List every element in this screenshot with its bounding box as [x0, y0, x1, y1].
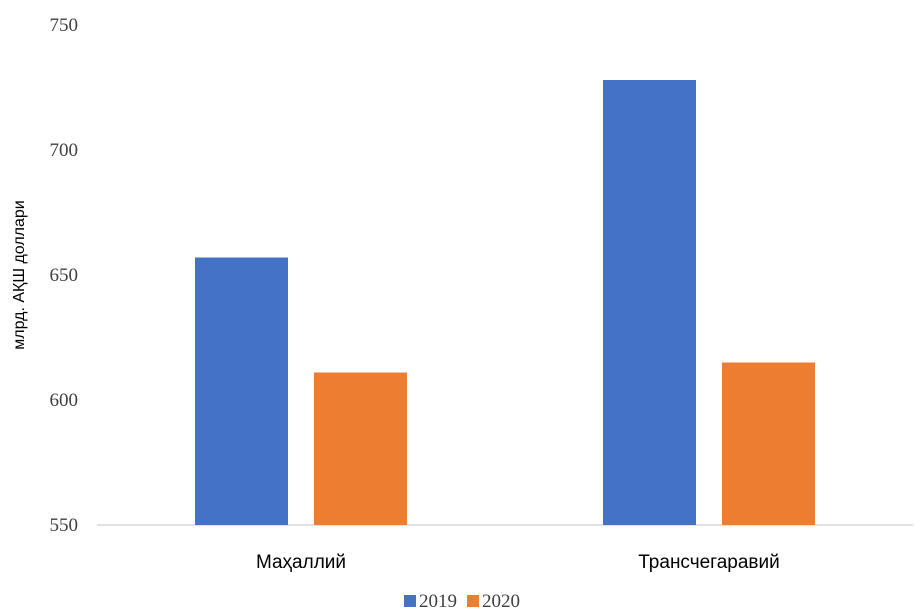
legend-swatch-2019: [404, 595, 416, 607]
y-tick-label: 550: [50, 515, 79, 536]
y-axis-label: млрд. АҚШ доллари: [11, 200, 28, 349]
x-category-label: Трансчегаравий: [638, 552, 779, 573]
legend: 2019 2020: [404, 591, 520, 610]
y-tick-label: 750: [50, 15, 79, 36]
bar-2020-2: [722, 362, 815, 525]
y-tick-label: 700: [50, 140, 79, 161]
bars: [195, 80, 815, 525]
bar-2020-1: [314, 372, 407, 525]
bar-2019-1: [195, 257, 288, 525]
y-tick-label: 650: [50, 265, 79, 286]
y-tick-label: 600: [50, 390, 79, 411]
legend-label: 2020: [482, 591, 520, 610]
x-category-label: Маҳаллий: [256, 552, 346, 573]
legend-label: 2019: [419, 591, 457, 610]
legend-swatch-2020: [467, 595, 479, 607]
y-axis-ticks: 550 600 650 700 750: [50, 15, 79, 536]
bar-2019-2: [603, 80, 696, 525]
x-axis-categories: Маҳаллий Трансчегаравий: [256, 552, 780, 573]
